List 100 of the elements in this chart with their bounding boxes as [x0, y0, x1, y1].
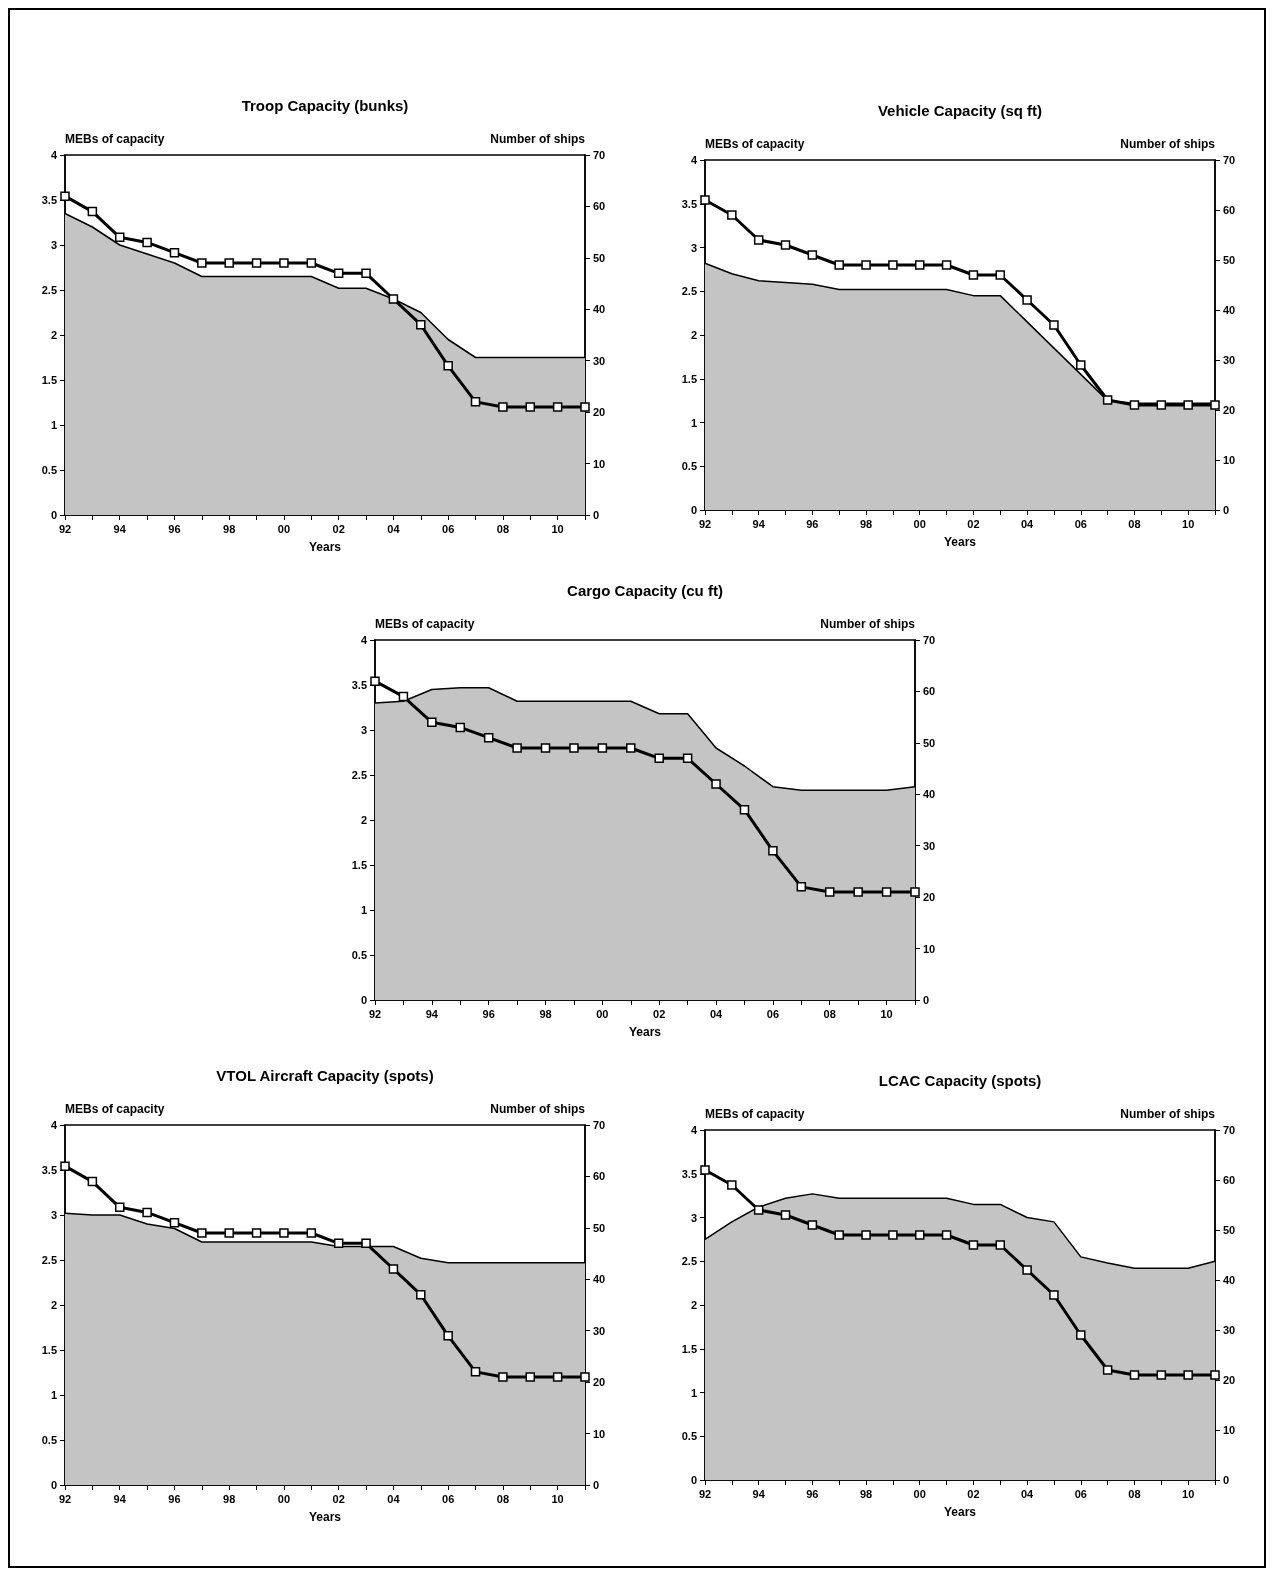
y-axis-title: MEBs of capacity — [65, 132, 165, 146]
point — [142, 237, 152, 248]
point — [512, 743, 522, 753]
point — [224, 258, 234, 268]
point — [455, 722, 466, 733]
point — [470, 397, 481, 407]
point — [1156, 400, 1167, 410]
y-tick-label: 0 — [690, 1474, 697, 1486]
point — [427, 717, 437, 728]
y-tick-label: 1.5 — [681, 372, 697, 385]
y-tick-label: 4 — [690, 154, 698, 166]
y2-tick-label: 0 — [923, 994, 930, 1006]
y2-tick-label: 0 — [1223, 504, 1230, 516]
y2-tick-label: 10 — [593, 457, 606, 470]
y2-tick-label: 0 — [593, 1479, 600, 1491]
x-tick-label: 92 — [698, 1487, 712, 1500]
point — [727, 210, 737, 220]
chart-title: VTOL Aircraft Capacity (spots) — [216, 1067, 434, 1084]
point — [941, 1230, 952, 1240]
point — [780, 1210, 791, 1220]
y-tick-label: 3.5 — [41, 1164, 57, 1176]
y2-tick-label: 50 — [1223, 1224, 1236, 1236]
y2-tick-label: 40 — [1223, 304, 1236, 316]
x-tick-label: 08 — [496, 522, 510, 535]
y2-tick-label: 70 — [593, 1119, 606, 1131]
point — [888, 1230, 898, 1240]
point — [525, 1372, 536, 1382]
point — [1022, 1265, 1032, 1275]
y-tick-label: 2 — [50, 329, 57, 341]
y-tick-label: 0 — [690, 504, 697, 516]
point — [388, 294, 399, 304]
y-tick-label: 1 — [690, 416, 697, 429]
point — [861, 260, 871, 270]
x-axis-title: Years — [308, 540, 342, 554]
point — [910, 887, 920, 897]
x-tick-label: 10 — [1182, 517, 1195, 530]
y-tick-label: 0 — [50, 509, 57, 521]
point — [333, 268, 344, 279]
y2-tick-label: 10 — [923, 942, 936, 955]
y2-tick-label: 30 — [923, 839, 936, 852]
y2-tick-label: 70 — [593, 149, 606, 161]
point — [60, 191, 70, 201]
x-tick-label: 96 — [168, 522, 181, 535]
y2-tick-label: 0 — [1223, 1474, 1230, 1486]
point — [224, 1228, 234, 1238]
y2-tick-label: 50 — [1223, 254, 1236, 266]
x-tick-label: 02 — [967, 1487, 980, 1500]
point — [388, 1264, 399, 1274]
point — [333, 1238, 344, 1249]
point — [1156, 1370, 1167, 1380]
point — [279, 258, 289, 268]
y2-tick-label: 20 — [1223, 1374, 1236, 1386]
x-tick-label: 96 — [806, 517, 819, 530]
point — [739, 804, 750, 815]
point — [861, 1230, 871, 1240]
y2-tick-label: 50 — [593, 251, 606, 264]
y-tick-label: 1 — [50, 419, 57, 431]
x-tick-label: 96 — [482, 1007, 495, 1020]
point — [753, 1205, 764, 1215]
point — [470, 1367, 481, 1377]
y-tick-label: 2.5 — [351, 769, 367, 781]
point — [626, 743, 636, 753]
y-tick-label: 0.5 — [681, 1430, 697, 1443]
x-tick-label: 98 — [223, 522, 236, 535]
point — [251, 1228, 262, 1238]
y2-axis-title: Number of ships — [490, 132, 586, 146]
point — [700, 1165, 710, 1175]
y-tick-label: 1.5 — [351, 859, 367, 871]
point — [169, 247, 180, 258]
point — [1049, 320, 1059, 330]
x-tick-label: 06 — [1074, 517, 1087, 530]
x-tick-label: 02 — [332, 522, 345, 535]
point — [914, 260, 925, 270]
point — [361, 1238, 371, 1249]
x-tick-label: 08 — [1128, 517, 1141, 530]
y2-tick-label: 30 — [1223, 354, 1236, 366]
y2-tick-label: 70 — [1223, 154, 1236, 166]
point — [807, 1220, 818, 1230]
point — [853, 887, 863, 897]
y2-tick-label: 20 — [1223, 404, 1236, 416]
x-tick-label: 92 — [368, 1007, 382, 1020]
x-tick-label: 06 — [1074, 1487, 1087, 1500]
point — [995, 1240, 1006, 1250]
x-tick-label: 10 — [1182, 1487, 1195, 1500]
x-tick-label: 98 — [859, 1487, 873, 1500]
x-tick-label: 04 — [709, 1007, 724, 1020]
point — [197, 258, 207, 268]
x-tick-label: 94 — [752, 517, 766, 530]
point — [498, 1372, 508, 1382]
y2-axis-title: Number of ships — [1120, 1107, 1216, 1121]
x-tick-label: 04 — [387, 1492, 401, 1505]
y-tick-label: 4 — [50, 149, 58, 161]
point — [169, 1217, 180, 1228]
point — [279, 1228, 289, 1238]
x-tick-label: 08 — [823, 1007, 836, 1020]
point — [416, 319, 426, 330]
y-tick-label: 3 — [360, 724, 367, 736]
x-tick-label: 02 — [653, 1007, 666, 1020]
y-tick-label: 0.5 — [41, 1434, 57, 1446]
y2-tick-label: 50 — [593, 1221, 606, 1234]
